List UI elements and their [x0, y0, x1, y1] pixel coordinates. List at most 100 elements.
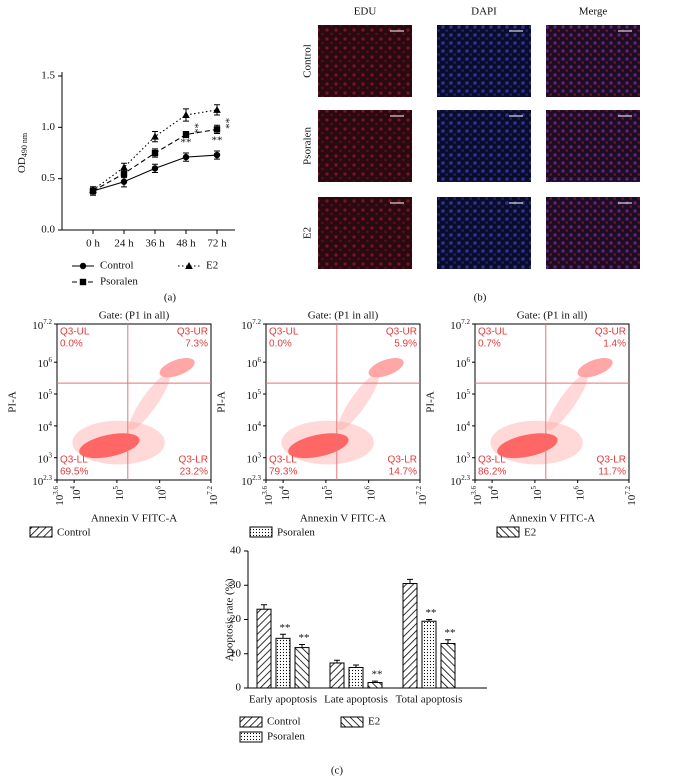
dot-cloud-core	[497, 433, 558, 459]
y-tick-label: 107.2	[32, 318, 52, 332]
series-line	[92, 154, 218, 192]
significance: **	[188, 123, 200, 134]
y-tick-label: 1.0	[41, 121, 55, 133]
quadrant-value: 0.0%	[269, 339, 292, 350]
y-tick-label: 103	[456, 451, 471, 465]
quadrant-name: Q3-UR	[177, 327, 208, 338]
marker	[213, 151, 221, 159]
plot-frame	[56, 323, 212, 481]
panel-label: (a)	[164, 292, 177, 304]
column-label: DAPI	[471, 6, 497, 18]
marker	[151, 132, 159, 140]
y-tick-label: 102.3	[450, 474, 470, 488]
marker	[185, 262, 193, 269]
significance: **	[299, 632, 310, 644]
micrograph	[546, 197, 640, 269]
micrograph	[318, 110, 412, 182]
x-axis-label: Annexin V FITC-A	[509, 513, 595, 525]
error-bar	[353, 664, 359, 668]
bar	[348, 666, 364, 689]
error-bar	[261, 604, 267, 610]
micrograph	[437, 197, 531, 269]
y-tick-label: 0	[236, 682, 242, 694]
y-tick-label: 0.5	[41, 172, 55, 184]
x-tick-label: 106	[154, 486, 168, 501]
dot-cloud-streak	[128, 373, 170, 431]
legend-swatch	[29, 526, 53, 538]
x-tick-label: 107.2	[415, 486, 429, 506]
axis	[61, 72, 235, 231]
dot-cloud-core	[288, 433, 349, 459]
marker	[182, 131, 190, 138]
dot-cloud-streak	[337, 373, 379, 431]
significance: **	[372, 669, 383, 681]
quadrant-name: Q3-UR	[595, 327, 626, 338]
significance: **	[445, 627, 456, 639]
x-tick-label: 104	[69, 486, 83, 501]
x-tick-label: 107.2	[206, 486, 220, 506]
y-axis-label-sub: 490 nm	[20, 132, 29, 157]
column-label: EDU	[354, 6, 377, 18]
y-tick-label: 107.2	[241, 318, 261, 332]
significance: **	[280, 622, 291, 634]
plot-title: Gate: (P1 in all)	[308, 310, 379, 322]
legend-label: Control	[57, 527, 91, 539]
dot-cloud-upper	[368, 358, 404, 378]
plot-title: Gate: (P1 in all)	[99, 310, 170, 322]
marker	[120, 163, 128, 171]
y-axis-label: OD490 nm	[16, 132, 29, 173]
x-tick-label: 105	[111, 486, 125, 501]
marker	[182, 153, 190, 161]
x-tick-label: 105	[529, 486, 543, 501]
micrograph	[437, 110, 531, 182]
marker	[79, 262, 87, 270]
error-bar	[334, 659, 340, 663]
legend-label: E2	[524, 527, 536, 539]
y-axis-label: Apoptosis rate (%)	[224, 578, 236, 661]
significance: **	[219, 118, 231, 129]
marker	[213, 126, 221, 133]
significance: **	[212, 135, 223, 147]
marker	[182, 111, 190, 119]
legend-swatch	[249, 526, 273, 538]
micrograph	[437, 25, 531, 97]
y-tick-label: 105	[38, 388, 53, 402]
row-label: Psoralen	[302, 127, 314, 165]
quadrant-name: Q3-LR	[388, 455, 417, 466]
y-axis-label-main: OD	[16, 157, 28, 173]
y-tick-label: 30	[230, 579, 242, 591]
quadrant-value: 0.7%	[478, 339, 501, 350]
micrograph	[318, 197, 412, 269]
dot-cloud-core	[79, 433, 140, 459]
micrograph	[318, 25, 412, 97]
y-tick-label: 40	[230, 545, 242, 557]
x-tick-label: 105	[320, 486, 334, 501]
plot-frame	[265, 323, 421, 481]
x-tick-label: 104	[278, 486, 292, 501]
legend-label: Psoralen	[100, 276, 138, 288]
panel-label: (b)	[474, 292, 487, 304]
quadrant-name: Q3-UR	[386, 327, 417, 338]
error-bar	[372, 680, 378, 683]
marker	[151, 165, 159, 172]
quadrant-name: Q3-LL	[269, 455, 297, 466]
y-tick-label: 103	[38, 451, 53, 465]
x-tick-label: 24 h	[114, 238, 134, 250]
y-tick-label: 102.3	[32, 474, 52, 488]
quadrant-name: Q3-LL	[478, 455, 506, 466]
legend-swatch	[239, 731, 263, 743]
y-tick-label: 106	[38, 356, 53, 370]
dot-cloud-upper	[577, 358, 613, 378]
x-tick-label: 104	[487, 486, 501, 501]
quadrant-value: 7.3%	[185, 339, 208, 350]
bar	[294, 647, 310, 689]
bar	[421, 620, 437, 689]
quadrant-value: 69.5%	[60, 467, 88, 478]
marker	[79, 278, 87, 286]
quadrant-value: 23.2%	[180, 467, 208, 478]
error-bar	[445, 639, 451, 644]
quadrant-value: 79.3%	[269, 467, 297, 478]
dot-cloud-streak	[546, 373, 588, 431]
legend-label: Psoralen	[277, 527, 315, 539]
